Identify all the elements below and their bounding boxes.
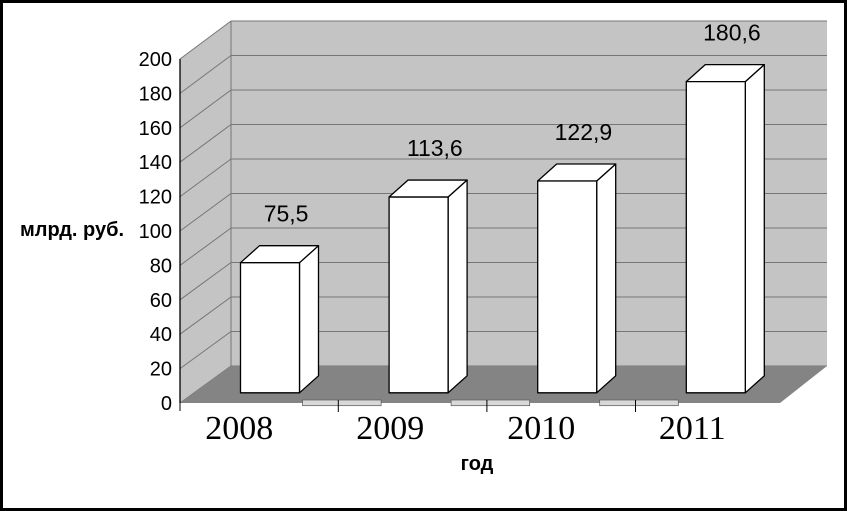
svg-text:год: год: [461, 453, 494, 475]
svg-text:2010: 2010: [507, 410, 575, 447]
svg-text:60: 60: [150, 290, 172, 312]
svg-text:100: 100: [139, 221, 172, 243]
svg-text:2011: 2011: [659, 410, 726, 447]
svg-text:180,6: 180,6: [703, 20, 761, 46]
svg-text:180: 180: [139, 83, 172, 105]
svg-text:160: 160: [139, 118, 172, 140]
svg-text:140: 140: [139, 152, 172, 174]
svg-text:80: 80: [150, 255, 172, 277]
svg-text:2009: 2009: [356, 410, 424, 447]
svg-text:120: 120: [139, 187, 172, 209]
svg-text:75,5: 75,5: [264, 201, 309, 227]
svg-text:200: 200: [139, 49, 172, 71]
svg-text:113,6: 113,6: [407, 135, 463, 161]
svg-text:0: 0: [161, 393, 172, 415]
svg-text:40: 40: [150, 324, 172, 346]
svg-text:122,9: 122,9: [555, 119, 613, 145]
svg-text:2008: 2008: [205, 410, 273, 447]
svg-text:млрд. руб.: млрд. руб.: [20, 219, 124, 241]
svg-text:20: 20: [150, 359, 172, 381]
